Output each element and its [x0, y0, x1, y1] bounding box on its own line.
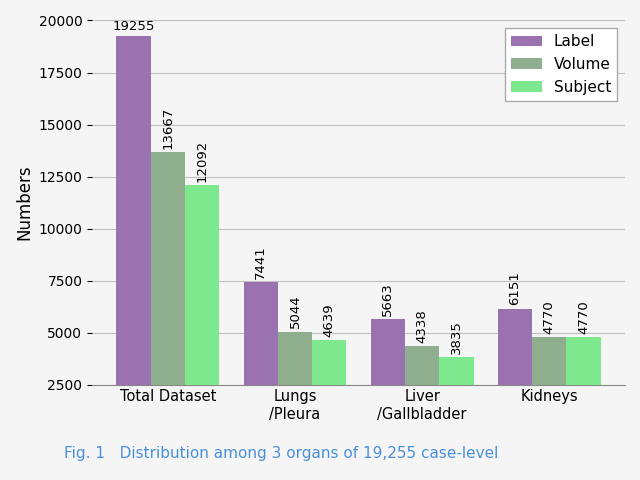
Bar [116, 36, 150, 436]
Text: 13667: 13667 [161, 107, 174, 149]
Text: 19255: 19255 [113, 20, 155, 33]
Text: 3835: 3835 [450, 320, 463, 354]
Bar [532, 337, 566, 436]
Bar [371, 319, 405, 436]
Text: Fig. 1   Distribution among 3 organs of 19,255 case-level: Fig. 1 Distribution among 3 organs of 19… [64, 446, 499, 461]
Text: 5044: 5044 [289, 295, 301, 328]
Text: 4639: 4639 [323, 303, 336, 337]
Text: 5663: 5663 [381, 282, 394, 316]
Bar [405, 346, 439, 436]
Bar [150, 152, 185, 436]
Bar [498, 309, 532, 436]
Text: 7441: 7441 [254, 245, 267, 278]
Bar [278, 332, 312, 436]
Text: 6151: 6151 [508, 272, 522, 305]
Bar [439, 357, 474, 436]
Bar [185, 185, 220, 436]
Legend: Label, Volume, Subject: Label, Volume, Subject [505, 28, 618, 101]
Text: 4770: 4770 [543, 300, 556, 334]
Text: 4338: 4338 [415, 310, 429, 343]
Y-axis label: Numbers: Numbers [15, 165, 33, 240]
Bar [312, 340, 346, 436]
Bar [243, 282, 278, 436]
Text: 4770: 4770 [577, 300, 590, 334]
Bar [566, 337, 601, 436]
Text: 12092: 12092 [196, 140, 209, 182]
